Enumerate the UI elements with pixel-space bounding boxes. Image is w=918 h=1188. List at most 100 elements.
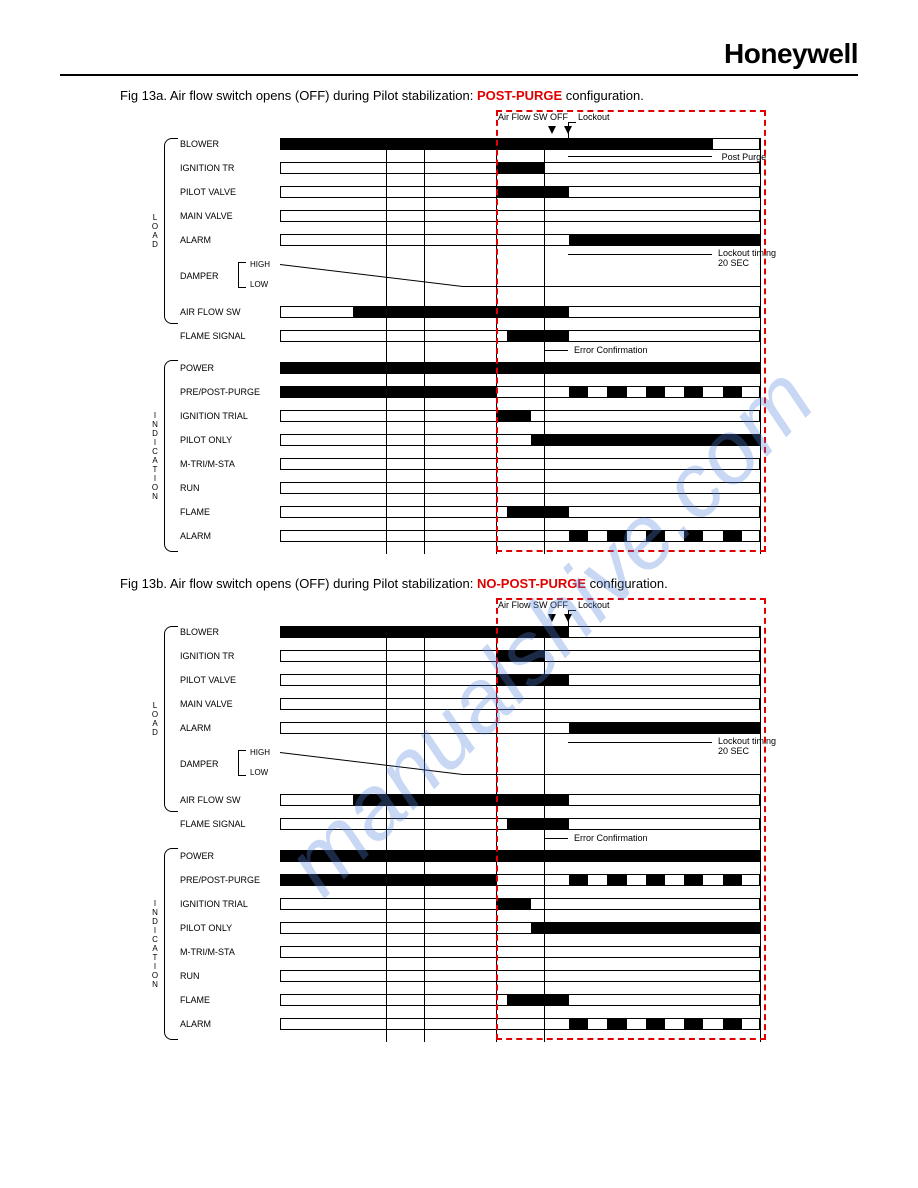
active-segment — [569, 723, 761, 733]
vertical-gridline — [386, 626, 387, 1042]
active-segment — [723, 875, 742, 885]
row-track — [280, 898, 760, 910]
active-segment — [281, 851, 761, 861]
row-label: IGNITION TRIAL — [180, 411, 248, 421]
lockout-leader-line-h — [568, 122, 576, 123]
row-label: IGNITION TRIAL — [180, 899, 248, 909]
damper-bracket — [238, 750, 246, 776]
row-track — [280, 506, 760, 518]
row-track — [280, 210, 760, 222]
row-track — [280, 386, 760, 398]
error-confirmation-span — [544, 350, 568, 351]
row-label: BLOWER — [180, 627, 219, 637]
damper-low-label: LOW — [250, 280, 268, 289]
active-segment — [281, 387, 497, 397]
post-purge-label: Post Purge — [722, 152, 767, 162]
row-label: ALARM — [180, 531, 211, 541]
vertical-gridline — [424, 626, 425, 1042]
lockout-timing-span — [568, 254, 712, 255]
row-track — [280, 306, 760, 318]
active-segment — [507, 331, 569, 341]
vertical-gridline — [544, 626, 545, 1042]
active-segment — [507, 995, 569, 1005]
active-segment — [569, 235, 761, 245]
row-label: POWER — [180, 851, 214, 861]
row-label: FLAME — [180, 995, 210, 1005]
active-segment — [723, 387, 742, 397]
active-segment — [646, 1019, 665, 1029]
row-track — [280, 850, 760, 862]
arrow-down-icon — [548, 614, 556, 622]
indication-bracket: INDICATION — [164, 848, 178, 1040]
row-label: MAIN VALVE — [180, 211, 233, 221]
row-track — [280, 330, 760, 342]
error-confirmation-label: Error Confirmation — [574, 833, 648, 843]
row-track — [280, 722, 760, 734]
active-segment — [723, 531, 742, 541]
active-segment — [569, 531, 588, 541]
active-segment — [607, 531, 626, 541]
row-label: DAMPER — [180, 271, 219, 281]
active-segment — [646, 531, 665, 541]
header-rule — [60, 74, 858, 76]
lockout-leader-line-h — [568, 610, 576, 611]
row-track — [280, 946, 760, 958]
active-segment — [507, 819, 569, 829]
vertical-gridline — [496, 626, 497, 1042]
row-label: PILOT VALVE — [180, 187, 236, 197]
brand-logo: Honeywell — [724, 38, 858, 70]
row-label: FLAME — [180, 507, 210, 517]
row-track — [280, 674, 760, 686]
active-segment — [497, 899, 531, 909]
active-segment — [281, 139, 713, 149]
active-segment — [569, 875, 588, 885]
active-segment — [497, 411, 531, 421]
indication-bracket: INDICATION — [164, 360, 178, 552]
row-track — [280, 362, 760, 374]
row-label: RUN — [180, 483, 200, 493]
row-label: BLOWER — [180, 139, 219, 149]
post-purge-span — [568, 156, 712, 157]
row-track — [280, 794, 760, 806]
air-flow-sw-off-label: Air Flow SW OFF — [498, 112, 568, 122]
row-track — [280, 874, 760, 886]
lockout-timing-span — [568, 742, 712, 743]
load-bracket: LOAD — [164, 138, 178, 324]
row-track — [280, 1018, 760, 1030]
vertical-gridline — [544, 138, 545, 554]
row-label: PILOT ONLY — [180, 923, 232, 933]
active-segment — [507, 507, 569, 517]
row-track — [280, 234, 760, 246]
row-track — [280, 458, 760, 470]
row-label: M-TRI/M-STA — [180, 459, 235, 469]
row-label: ALARM — [180, 723, 211, 733]
load-bracket: LOAD — [164, 626, 178, 812]
active-segment — [569, 1019, 588, 1029]
air-flow-sw-off-label: Air Flow SW OFF — [498, 600, 568, 610]
active-segment — [684, 875, 703, 885]
row-label: DAMPER — [180, 759, 219, 769]
active-segment — [497, 187, 569, 197]
row-label: ALARM — [180, 235, 211, 245]
row-track — [280, 186, 760, 198]
row-track — [280, 970, 760, 982]
load-bracket-label: LOAD — [152, 213, 158, 249]
active-segment — [607, 1019, 626, 1029]
vertical-gridline — [496, 138, 497, 554]
row-track — [280, 994, 760, 1006]
row-label: FLAME SIGNAL — [180, 819, 246, 829]
active-segment — [497, 163, 545, 173]
indication-bracket-label: INDICATION — [152, 899, 158, 989]
arrow-down-icon — [548, 126, 556, 134]
damper-slope-line — [280, 752, 463, 775]
row-track — [280, 530, 760, 542]
damper-high-label: HIGH — [250, 748, 270, 757]
active-segment — [281, 363, 761, 373]
error-confirmation-label: Error Confirmation — [574, 345, 648, 355]
active-segment — [607, 387, 626, 397]
row-label: IGNITION TR — [180, 163, 234, 173]
active-segment — [684, 531, 703, 541]
row-label: POWER — [180, 363, 214, 373]
row-label: PRE/POST-PURGE — [180, 875, 260, 885]
active-segment — [531, 435, 761, 445]
